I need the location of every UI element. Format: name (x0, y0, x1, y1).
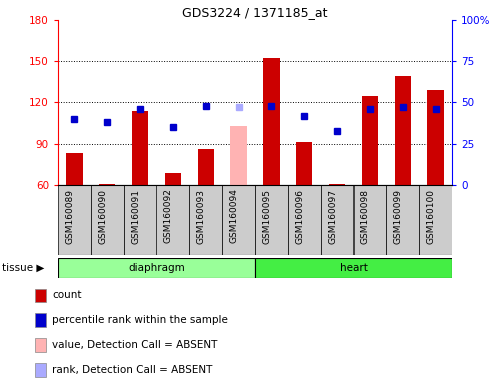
Text: GSM160094: GSM160094 (230, 189, 239, 243)
Bar (387, 185, 419, 255)
Bar (353, 185, 387, 255)
Text: value, Detection Call = ABSENT: value, Detection Call = ABSENT (52, 340, 217, 350)
Text: GSM160093: GSM160093 (197, 189, 206, 243)
Bar (35, 338, 46, 352)
Bar (132, 111, 148, 185)
Text: GSM160100: GSM160100 (426, 189, 436, 243)
Bar (35, 288, 46, 302)
Bar (35, 313, 46, 327)
Text: diaphragm: diaphragm (128, 263, 185, 273)
Text: GSM160089: GSM160089 (66, 189, 74, 243)
Bar (320, 185, 353, 255)
Text: GSM160095: GSM160095 (262, 189, 272, 243)
Bar (329, 184, 345, 185)
Bar (198, 149, 214, 185)
Bar (230, 126, 247, 185)
Bar (165, 173, 181, 185)
Bar (222, 185, 255, 255)
Bar (156, 185, 189, 255)
Bar (124, 185, 156, 255)
Text: GSM160097: GSM160097 (328, 189, 337, 243)
Bar (394, 76, 411, 185)
Bar (255, 258, 452, 278)
Bar (99, 184, 115, 185)
Bar (35, 363, 46, 377)
Bar (362, 96, 378, 185)
Bar (66, 153, 83, 185)
Bar (58, 258, 255, 278)
Text: rank, Detection Call = ABSENT: rank, Detection Call = ABSENT (52, 365, 212, 375)
Bar (263, 58, 280, 185)
Bar (296, 142, 313, 185)
Text: GSM160090: GSM160090 (98, 189, 107, 243)
Bar (288, 185, 320, 255)
Text: GSM160099: GSM160099 (394, 189, 403, 243)
Bar (58, 185, 91, 255)
Text: GSM160096: GSM160096 (295, 189, 304, 243)
Text: percentile rank within the sample: percentile rank within the sample (52, 315, 228, 325)
Bar (427, 90, 444, 185)
Text: count: count (52, 290, 82, 300)
Text: GSM160098: GSM160098 (361, 189, 370, 243)
Bar (91, 185, 124, 255)
Bar (189, 185, 222, 255)
Text: tissue ▶: tissue ▶ (2, 263, 45, 273)
Text: GSM160092: GSM160092 (164, 189, 173, 243)
Text: GSM160091: GSM160091 (131, 189, 140, 243)
Text: heart: heart (340, 263, 367, 273)
Bar (255, 185, 288, 255)
Bar (419, 185, 452, 255)
Title: GDS3224 / 1371185_at: GDS3224 / 1371185_at (182, 6, 328, 19)
